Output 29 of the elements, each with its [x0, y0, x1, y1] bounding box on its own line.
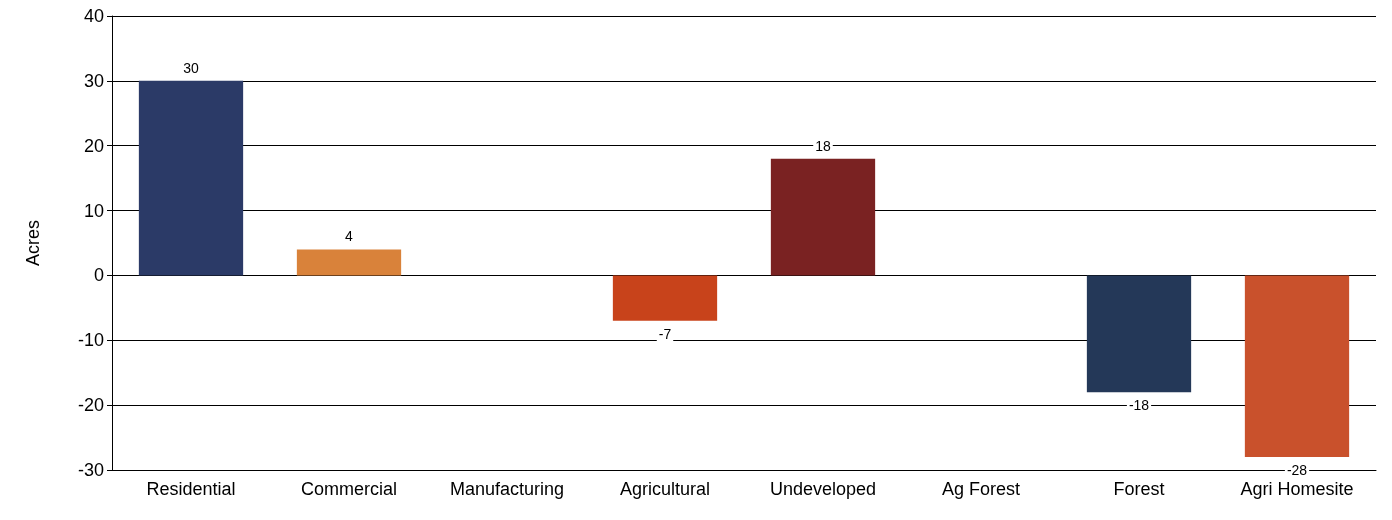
x-tick-label: Commercial — [300, 479, 398, 499]
bar — [1244, 275, 1350, 458]
y-axis-title: Acres — [23, 219, 43, 267]
x-tick-label: Undeveloped — [769, 479, 877, 499]
y-tick-label: 10 — [83, 200, 104, 221]
y-tick-label: -10 — [77, 330, 104, 351]
y-tick-label: -20 — [77, 395, 104, 416]
bar — [138, 80, 244, 276]
bar — [612, 275, 718, 321]
data-label: -18 — [1128, 397, 1150, 414]
x-tick-label: Manufacturing — [449, 479, 565, 499]
x-tick-label: Forest — [1113, 479, 1165, 499]
data-label: 4 — [345, 228, 354, 245]
data-label: 18 — [815, 137, 831, 154]
y-tick-label: 40 — [83, 6, 104, 26]
y-tick-label: 0 — [93, 265, 104, 286]
data-label: -28 — [1286, 462, 1308, 479]
y-tick-label: 30 — [83, 70, 104, 91]
bar — [1086, 275, 1192, 393]
data-label: -7 — [658, 325, 672, 342]
x-tick-label: Agri Homesite — [1240, 479, 1354, 499]
x-tick-label: Ag Forest — [941, 479, 1021, 499]
bar — [296, 249, 402, 276]
y-tick-label: -30 — [77, 460, 104, 480]
x-tick-label: Agricultural — [619, 479, 711, 499]
data-label: 30 — [183, 59, 199, 76]
y-tick-label: 20 — [83, 135, 104, 156]
x-tick-label: Residential — [146, 479, 236, 499]
bar — [770, 158, 876, 276]
